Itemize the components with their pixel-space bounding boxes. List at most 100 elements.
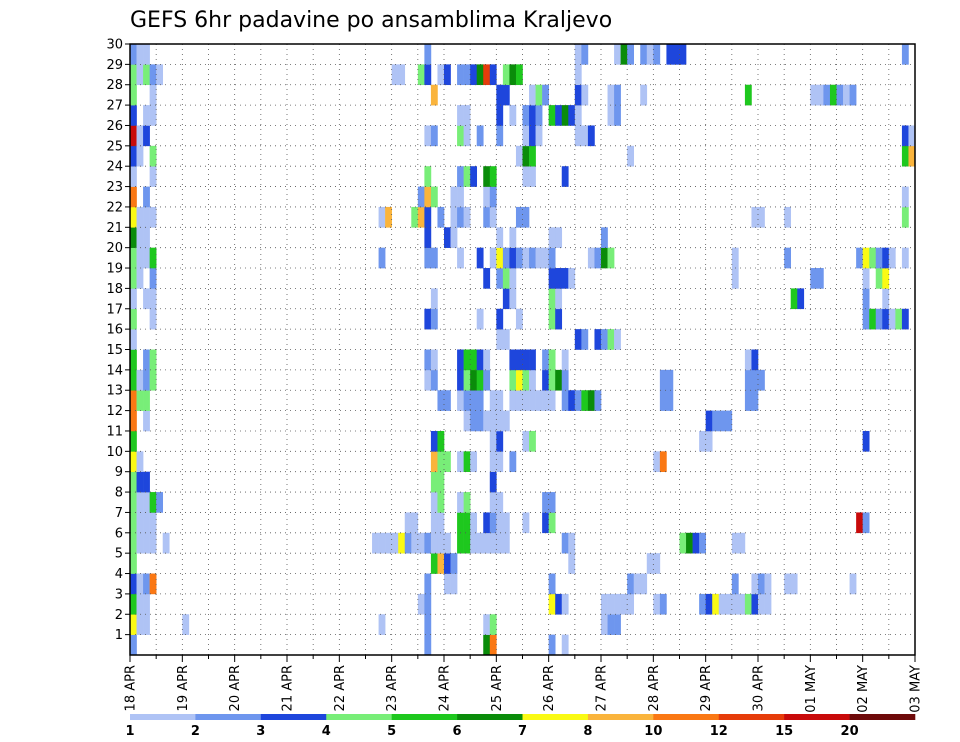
heatmap-cell (529, 390, 536, 411)
heatmap-cell (130, 471, 137, 493)
heatmap-cell (417, 64, 425, 86)
heatmap-cell (143, 125, 150, 147)
heatmap-cell (476, 369, 484, 391)
heatmap-cell (862, 247, 870, 269)
heatmap-cell (529, 84, 536, 106)
heatmap-cell (601, 227, 608, 248)
heatmap-cell (457, 206, 464, 228)
heatmap-cell (411, 206, 419, 228)
heatmap-cell (437, 492, 445, 513)
heatmap-cell (385, 532, 392, 554)
heatmap-cell (470, 451, 478, 472)
heatmap-cell (568, 553, 576, 574)
heatmap-cell (731, 532, 739, 554)
heatmap-cell (790, 573, 798, 595)
heatmap-cell (483, 369, 491, 391)
heatmap-cell (424, 206, 432, 228)
heatmap-cell (509, 105, 517, 126)
heatmap-cell (620, 593, 628, 615)
heatmap-cell (430, 308, 438, 330)
heatmap-cell (424, 44, 432, 65)
heatmap-cell (836, 84, 844, 106)
heatmap-cell (843, 84, 850, 106)
heatmap-cell (561, 268, 569, 289)
heatmap-cell (430, 186, 438, 208)
heatmap-cell (574, 125, 582, 147)
heatmap-cell (470, 390, 478, 411)
heatmap-cell (594, 247, 602, 269)
heatmap-cell (457, 125, 464, 147)
heatmap-cell (463, 166, 471, 187)
heatmap-cell (489, 410, 497, 432)
x-tick-label: 22 APR (333, 665, 348, 711)
heatmap-cell (712, 593, 720, 615)
heatmap-cell (457, 492, 464, 513)
heatmap-cell (555, 369, 563, 391)
heatmap-cell (548, 634, 556, 656)
heatmap-cell (496, 84, 504, 106)
y-tick-label: 20 (106, 241, 123, 256)
heatmap-cell (143, 349, 150, 371)
heatmap-cell (594, 329, 602, 350)
heatmap-cell (162, 532, 170, 554)
heatmap-cell (136, 227, 144, 248)
heatmap-cell (489, 471, 497, 493)
heatmap-cell (725, 410, 733, 432)
heatmap-cell (143, 369, 150, 391)
x-tick-label: 25 APR (490, 665, 505, 711)
chart-title: GEFS 6hr padavine po ansamblima Kraljevo (130, 8, 612, 33)
heatmap-cell (143, 247, 150, 269)
color-legend: 1 2 3 4 5 6 7 8 10 12 15 20 (125, 714, 916, 739)
heatmap-cell (705, 430, 713, 452)
x-tick-label: 03 MAY (909, 665, 924, 713)
heatmap-cell (130, 349, 137, 371)
heatmap-cell (430, 288, 438, 310)
y-tick-label: 26 (106, 119, 123, 134)
heatmap-cell (829, 84, 837, 106)
heatmap-cell (130, 288, 137, 310)
heatmap-cell (496, 512, 504, 534)
heatmap-cell (136, 64, 144, 86)
y-tick-label: 15 (106, 343, 123, 358)
heatmap-cell (483, 349, 491, 371)
heatmap-cell (136, 390, 144, 411)
heatmap-cell (509, 390, 517, 411)
heatmap-cell (136, 451, 144, 472)
heatmap-cell (496, 329, 504, 350)
heatmap-cell (587, 390, 595, 411)
heatmap-cell (424, 369, 432, 391)
legend-swatch (195, 714, 262, 720)
heatmap-cell (908, 125, 916, 147)
heatmap-cell (816, 268, 824, 289)
heatmap-cell (679, 44, 687, 65)
heatmap-cell (457, 369, 464, 391)
heatmap-cell (640, 44, 648, 65)
x-tick-label: 27 APR (595, 665, 610, 711)
heatmap-cell (489, 492, 497, 513)
heatmap-cell (764, 593, 772, 615)
heatmap-cell (529, 125, 536, 147)
heatmap-cell (653, 44, 661, 65)
heatmap-cell (437, 430, 445, 452)
y-axis: 1234567891011121314151617181920212223242… (106, 38, 130, 643)
y-tick-label: 6 (115, 526, 123, 541)
heatmap-cell (149, 512, 157, 534)
heatmap-cell (542, 247, 549, 269)
legend-label: 4 (322, 724, 331, 739)
heatmap-cell (424, 593, 432, 615)
heatmap-cell (633, 573, 641, 595)
heatmap-cell (542, 84, 549, 106)
heatmap-cell (601, 247, 608, 269)
heatmap-cell (810, 84, 818, 106)
heatmap-cell (476, 64, 484, 86)
heatmap-cell (790, 288, 798, 310)
heatmap-cell (130, 105, 137, 126)
heatmap-cell (391, 64, 399, 86)
heatmap-cell (542, 492, 549, 513)
legend-swatch (260, 714, 327, 720)
heatmap-cell (659, 369, 667, 391)
heatmap-cell (476, 349, 484, 371)
heatmap-cell (437, 532, 445, 554)
heatmap-cell (574, 64, 582, 86)
heatmap-cell (489, 186, 497, 208)
